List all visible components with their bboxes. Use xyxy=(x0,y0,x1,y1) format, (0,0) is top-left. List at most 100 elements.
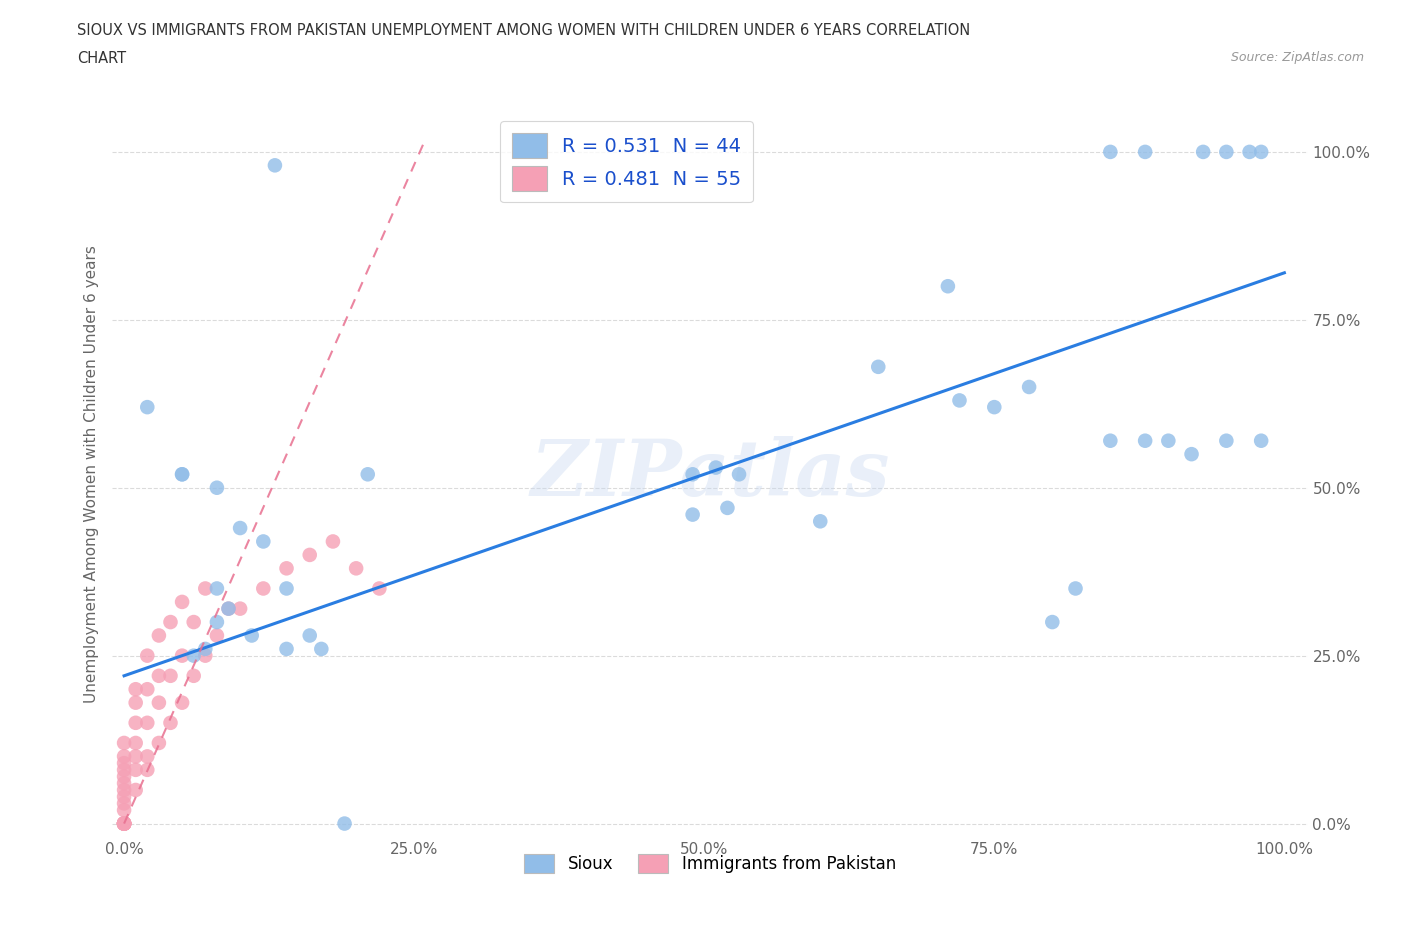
Point xyxy=(112,817,135,831)
Text: CHART: CHART xyxy=(77,51,127,66)
Point xyxy=(112,763,135,777)
Point xyxy=(112,817,135,831)
Point xyxy=(276,642,298,657)
Point xyxy=(183,615,205,630)
Point xyxy=(298,628,321,643)
Point xyxy=(716,500,738,515)
Point xyxy=(172,648,194,663)
Point xyxy=(368,581,391,596)
Point xyxy=(183,648,205,663)
Point xyxy=(205,581,228,596)
Point xyxy=(112,790,135,804)
Text: ZIPatlas: ZIPatlas xyxy=(530,436,890,512)
Point xyxy=(728,467,751,482)
Point xyxy=(112,756,135,771)
Point xyxy=(125,736,148,751)
Point xyxy=(1180,446,1202,461)
Point xyxy=(159,669,181,684)
Point xyxy=(229,521,252,536)
Legend: Sioux, Immigrants from Pakistan: Sioux, Immigrants from Pakistan xyxy=(517,847,903,880)
Point xyxy=(205,628,228,643)
Point xyxy=(172,467,194,482)
Point xyxy=(1215,144,1237,159)
Point xyxy=(682,507,704,522)
Point xyxy=(112,769,135,784)
Point xyxy=(1239,144,1261,159)
Point xyxy=(252,581,274,596)
Point xyxy=(240,628,263,643)
Text: Source: ZipAtlas.com: Source: ZipAtlas.com xyxy=(1230,51,1364,64)
Point xyxy=(148,736,170,751)
Point xyxy=(112,817,135,831)
Point xyxy=(136,682,159,697)
Point xyxy=(333,817,356,831)
Point xyxy=(112,736,135,751)
Point xyxy=(136,400,159,415)
Point xyxy=(682,467,704,482)
Point xyxy=(983,400,1005,415)
Point xyxy=(136,648,159,663)
Point xyxy=(194,648,217,663)
Point xyxy=(276,581,298,596)
Point xyxy=(125,715,148,730)
Point xyxy=(194,642,217,657)
Point xyxy=(112,776,135,790)
Point xyxy=(112,817,135,831)
Point xyxy=(311,642,333,657)
Point xyxy=(136,763,159,777)
Point xyxy=(112,817,135,831)
Point xyxy=(1018,379,1040,394)
Point xyxy=(136,715,159,730)
Point xyxy=(194,581,217,596)
Point xyxy=(172,696,194,711)
Point xyxy=(136,749,159,764)
Point xyxy=(936,279,959,294)
Point xyxy=(1133,144,1156,159)
Point xyxy=(229,601,252,616)
Point xyxy=(1215,433,1237,448)
Point xyxy=(112,817,135,831)
Point xyxy=(148,628,170,643)
Point xyxy=(112,803,135,817)
Point xyxy=(205,615,228,630)
Point xyxy=(112,749,135,764)
Point xyxy=(252,534,274,549)
Point xyxy=(322,534,344,549)
Point xyxy=(1250,433,1272,448)
Point xyxy=(172,467,194,482)
Point xyxy=(112,796,135,811)
Y-axis label: Unemployment Among Women with Children Under 6 years: Unemployment Among Women with Children U… xyxy=(83,246,98,703)
Point xyxy=(1250,144,1272,159)
Point xyxy=(298,548,321,563)
Point xyxy=(112,782,135,797)
Point xyxy=(1133,433,1156,448)
Point xyxy=(112,817,135,831)
Point xyxy=(112,817,135,831)
Point xyxy=(1192,144,1215,159)
Point xyxy=(125,696,148,711)
Point xyxy=(125,782,148,797)
Point xyxy=(183,669,205,684)
Point xyxy=(112,817,135,831)
Point xyxy=(125,763,148,777)
Point xyxy=(112,817,135,831)
Point xyxy=(159,715,181,730)
Point xyxy=(808,514,831,529)
Point xyxy=(264,158,287,173)
Point xyxy=(1064,581,1087,596)
Point xyxy=(1157,433,1180,448)
Point xyxy=(218,601,240,616)
Point xyxy=(205,480,228,495)
Point xyxy=(357,467,380,482)
Point xyxy=(125,749,148,764)
Point xyxy=(868,359,890,374)
Point xyxy=(172,594,194,609)
Point xyxy=(948,393,970,408)
Text: SIOUX VS IMMIGRANTS FROM PAKISTAN UNEMPLOYMENT AMONG WOMEN WITH CHILDREN UNDER 6: SIOUX VS IMMIGRANTS FROM PAKISTAN UNEMPL… xyxy=(77,23,970,38)
Point xyxy=(218,601,240,616)
Point xyxy=(148,669,170,684)
Point xyxy=(1099,144,1122,159)
Point xyxy=(159,615,181,630)
Point xyxy=(1040,615,1063,630)
Point xyxy=(704,460,727,475)
